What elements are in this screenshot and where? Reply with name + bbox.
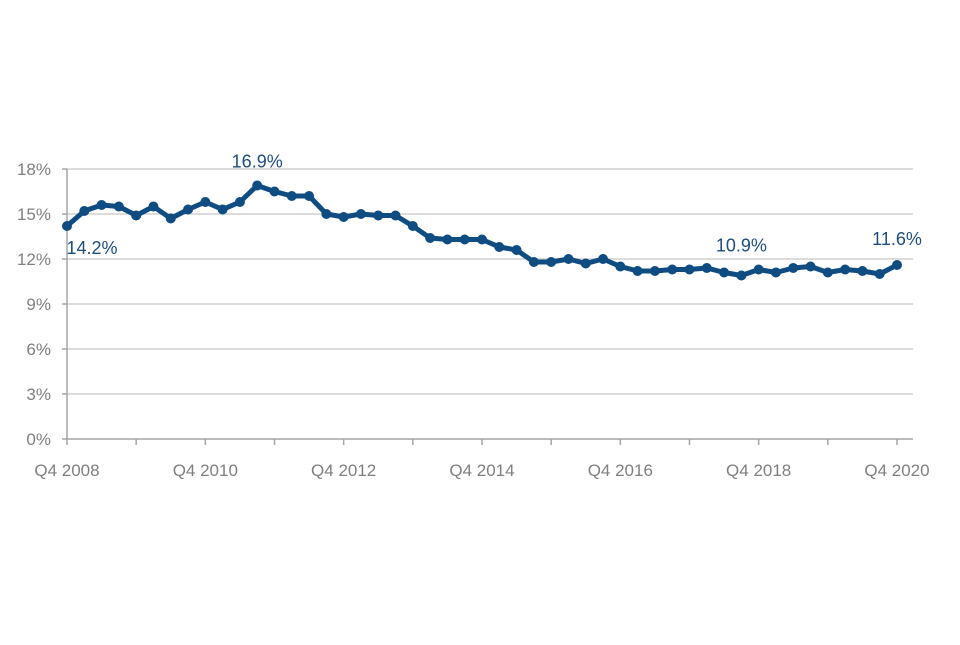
data-point (355, 209, 366, 219)
y-tick-label: 9% (26, 295, 51, 314)
data-point (770, 267, 781, 278)
data-point (338, 212, 349, 222)
data-point (390, 210, 401, 221)
x-tick-label: Q4 2008 (34, 461, 99, 480)
data-point (598, 254, 609, 264)
data-point (79, 206, 90, 216)
data-point (96, 200, 107, 210)
data-point (822, 267, 833, 278)
data-point (321, 209, 332, 219)
y-tick-label: 6% (26, 340, 51, 359)
data-point (528, 257, 539, 267)
y-tick-label: 3% (26, 385, 51, 404)
data-point (304, 191, 315, 201)
data-point (511, 245, 522, 255)
data-point (234, 197, 245, 207)
data-point (407, 221, 418, 231)
data-point (459, 234, 470, 245)
data-point (649, 266, 660, 276)
data-point (615, 261, 626, 272)
data-point (373, 210, 384, 221)
x-tick-label: Q4 2012 (311, 461, 376, 480)
gridlines (67, 168, 913, 395)
data-point (165, 213, 176, 224)
data-point (442, 234, 453, 245)
data-point (874, 269, 885, 279)
data-point (840, 264, 851, 275)
y-tick-label: 12% (17, 250, 51, 269)
x-tick-label: Q4 2010 (173, 461, 238, 480)
data-point (753, 264, 764, 275)
data-point (131, 210, 142, 221)
data-point (719, 267, 730, 278)
data-point (736, 270, 747, 281)
data-label: 14.2% (66, 238, 117, 258)
data-point (857, 266, 868, 276)
data-point (546, 257, 557, 267)
x-tick-label: Q4 2014 (449, 461, 514, 480)
data-point (252, 180, 263, 191)
data-point (684, 264, 695, 275)
data-point (580, 258, 591, 269)
data-point (892, 260, 902, 270)
y-tick-label: 0% (26, 430, 51, 449)
data-point (477, 234, 487, 245)
series-line (64, 183, 900, 278)
data-point (148, 201, 159, 212)
series (62, 180, 902, 281)
data-point (217, 204, 228, 215)
axes: 0% 3% 6% 9% 12% 15% 18% Q4 2008 Q4 2010 Q4 2012 Q4… (17, 160, 930, 480)
data-label: 16.9% (232, 152, 283, 172)
x-tick-label: Q4 2018 (726, 461, 791, 480)
data-point (269, 186, 280, 197)
data-point (563, 254, 574, 264)
data-labels: 14.2% 16.9% 10.9% 11.6% (66, 152, 921, 259)
y-tick-label: 18% (17, 160, 51, 179)
x-tick-label: Q4 2016 (588, 461, 653, 480)
data-point (286, 191, 297, 201)
data-label: 10.9% (716, 236, 767, 256)
data-point (425, 233, 436, 243)
data-point (701, 263, 712, 273)
data-point (632, 266, 643, 276)
data-point (667, 264, 678, 275)
data-point (788, 263, 799, 273)
data-label: 11.6% (872, 229, 922, 249)
data-point (805, 261, 816, 272)
data-point (62, 221, 72, 231)
y-tick-label: 15% (17, 205, 51, 224)
data-point (183, 204, 194, 215)
data-point (200, 197, 211, 207)
data-point (113, 201, 124, 212)
data-point (494, 242, 505, 252)
x-tick-label: Q4 2020 (864, 461, 929, 480)
